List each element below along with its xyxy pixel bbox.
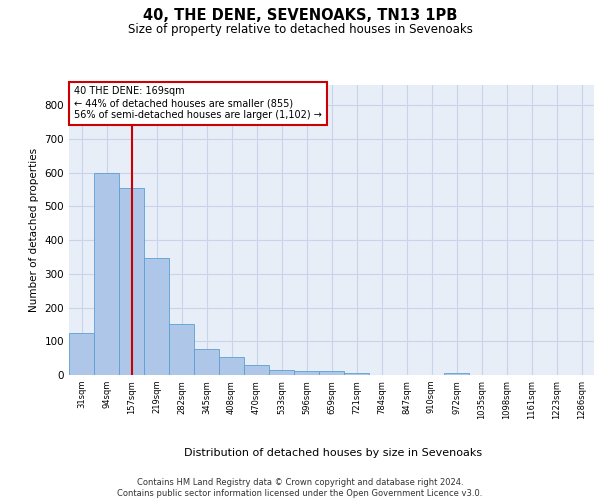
Text: 40 THE DENE: 169sqm
← 44% of detached houses are smaller (855)
56% of semi-detac: 40 THE DENE: 169sqm ← 44% of detached ho… (74, 86, 322, 120)
Y-axis label: Number of detached properties: Number of detached properties (29, 148, 39, 312)
Bar (444, 372, 469, 375)
Text: Contains HM Land Registry data © Crown copyright and database right 2024.
Contai: Contains HM Land Registry data © Crown c… (118, 478, 482, 498)
Bar (244, 365, 269, 375)
Text: 40, THE DENE, SEVENOAKS, TN13 1PB: 40, THE DENE, SEVENOAKS, TN13 1PB (143, 8, 457, 22)
Bar (94, 172, 119, 375)
Bar (344, 372, 369, 375)
Bar (269, 370, 294, 375)
Bar (294, 370, 319, 375)
Bar (319, 370, 344, 375)
Text: Size of property relative to detached houses in Sevenoaks: Size of property relative to detached ho… (128, 22, 472, 36)
Bar (144, 258, 169, 375)
Bar (219, 358, 244, 375)
Bar (119, 188, 144, 375)
Bar (194, 349, 219, 375)
Text: Distribution of detached houses by size in Sevenoaks: Distribution of detached houses by size … (184, 448, 482, 458)
Bar (69, 333, 94, 375)
Bar (169, 324, 194, 375)
